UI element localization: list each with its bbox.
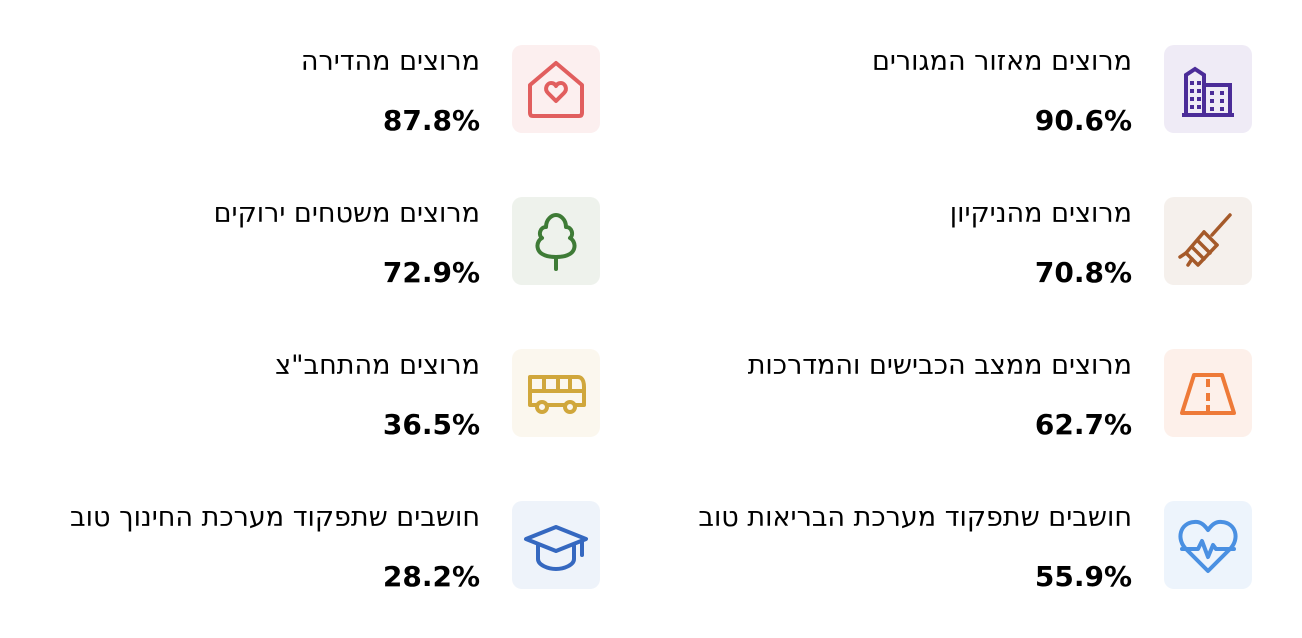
road-icon <box>1180 373 1236 415</box>
stat-text: מרוצים ממצב הכבישים והמדרכות 62.7% <box>652 349 1132 442</box>
stat-value: 55.9% <box>1034 560 1132 593</box>
heart-pulse-icon <box>1178 519 1238 573</box>
icon-box <box>512 349 600 437</box>
stat-card-roads: מרוצים ממצב הכבישים והמדרכות 62.7% <box>652 349 1252 442</box>
stat-card-neighborhood: מרוצים מאזור המגורים 90.6% <box>652 45 1252 138</box>
stat-label: מרוצים מהניקיון <box>949 198 1132 229</box>
icon-box <box>1164 197 1252 285</box>
graduation-cap-icon <box>524 525 588 571</box>
house-heart-icon <box>528 61 584 118</box>
stat-value: 87.8% <box>382 104 480 137</box>
stat-card-green-spaces: מרוצים משטחים ירוקים 72.9% <box>0 197 600 290</box>
stat-value: 28.2% <box>382 560 480 593</box>
stat-text: מרוצים משטחים ירוקים 72.9% <box>0 197 480 290</box>
icon-box <box>512 501 600 589</box>
stat-value: 62.7% <box>1034 408 1132 441</box>
stat-card-health: חושבים שתפקוד מערכת הבריאות טוב 55.9% <box>652 501 1252 594</box>
stat-label: מרוצים מאזור המגורים <box>871 46 1132 77</box>
icon-box <box>1164 349 1252 437</box>
stat-value: 90.6% <box>1034 104 1132 137</box>
tree-icon <box>535 213 577 271</box>
stat-value: 72.9% <box>382 256 480 289</box>
stat-text: מרוצים מהניקיון 70.8% <box>652 197 1132 290</box>
stat-label: מרוצים ממצב הכבישים והמדרכות <box>747 350 1132 381</box>
stat-card-cleanliness: מרוצים מהניקיון 70.8% <box>652 197 1252 290</box>
icon-box <box>512 197 600 285</box>
stat-value: 36.5% <box>382 408 480 441</box>
stat-text: מרוצים מאזור המגורים 90.6% <box>652 45 1132 138</box>
stat-label: חושבים שתפקוד מערכת החינוך טוב <box>70 502 480 533</box>
stat-text: חושבים שתפקוד מערכת הבריאות טוב 55.9% <box>652 501 1132 594</box>
icon-box <box>1164 45 1252 133</box>
bus-icon <box>528 375 586 414</box>
buildings-icon <box>1182 66 1234 117</box>
stat-text: מרוצים מהדירה 87.8% <box>0 45 480 138</box>
stat-card-apartment: מרוצים מהדירה 87.8% <box>0 45 600 138</box>
stat-label: מרוצים מהתחב"צ <box>275 350 480 381</box>
stat-text: מרוצים מהתחב"צ 36.5% <box>0 349 480 442</box>
icon-box <box>512 45 600 133</box>
stat-value: 70.8% <box>1034 256 1132 289</box>
stat-card-education: חושבים שתפקוד מערכת החינוך טוב 28.2% <box>0 501 600 594</box>
stat-card-public-transport: מרוצים מהתחב"צ 36.5% <box>0 349 600 442</box>
stat-label: מרוצים משטחים ירוקים <box>213 198 480 229</box>
stat-text: חושבים שתפקוד מערכת החינוך טוב 28.2% <box>0 501 480 594</box>
broom-icon <box>1178 213 1232 267</box>
icon-box <box>1164 501 1252 589</box>
stat-label: חושבים שתפקוד מערכת הבריאות טוב <box>698 502 1132 533</box>
stat-label: מרוצים מהדירה <box>300 46 480 77</box>
